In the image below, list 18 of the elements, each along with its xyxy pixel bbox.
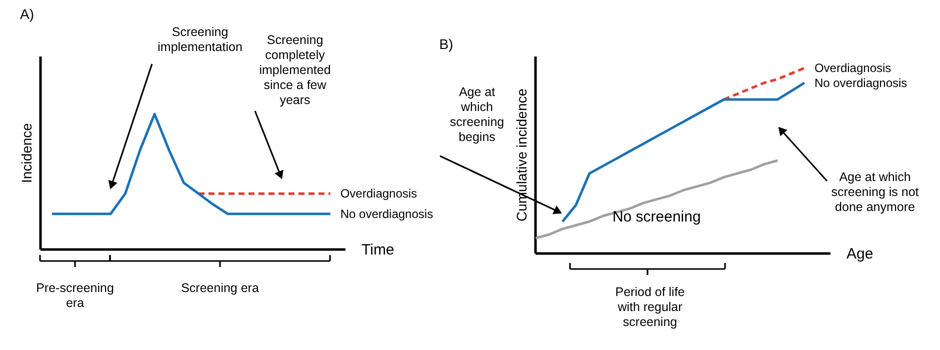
text: Age at which screening is not done anymore xyxy=(831,170,920,214)
text: Pre-screening era xyxy=(36,281,114,310)
text: Age at which screening begins xyxy=(450,85,504,144)
series-label: Overdiagnosis xyxy=(340,186,418,201)
series-label: No screening xyxy=(612,208,701,226)
chart-title: B) xyxy=(439,36,454,52)
series-label: Overdiagnosis xyxy=(814,61,892,76)
y-axis-title: Cumulative incidence xyxy=(514,88,530,222)
chart-title: A) xyxy=(20,6,34,22)
text: Screening era xyxy=(181,281,259,295)
series-label: No overdiagnosis xyxy=(340,206,434,221)
y-axis-title: Incidence xyxy=(18,122,34,183)
x-axis-title: Age xyxy=(846,246,874,262)
series-label: No overdiagnosis xyxy=(814,76,908,90)
text: Screening implementation xyxy=(158,25,242,54)
text: Period of life with regular screening xyxy=(615,285,685,329)
text: Screening completely implemented since a few years xyxy=(259,33,331,107)
x-axis-title: Time xyxy=(362,242,394,258)
